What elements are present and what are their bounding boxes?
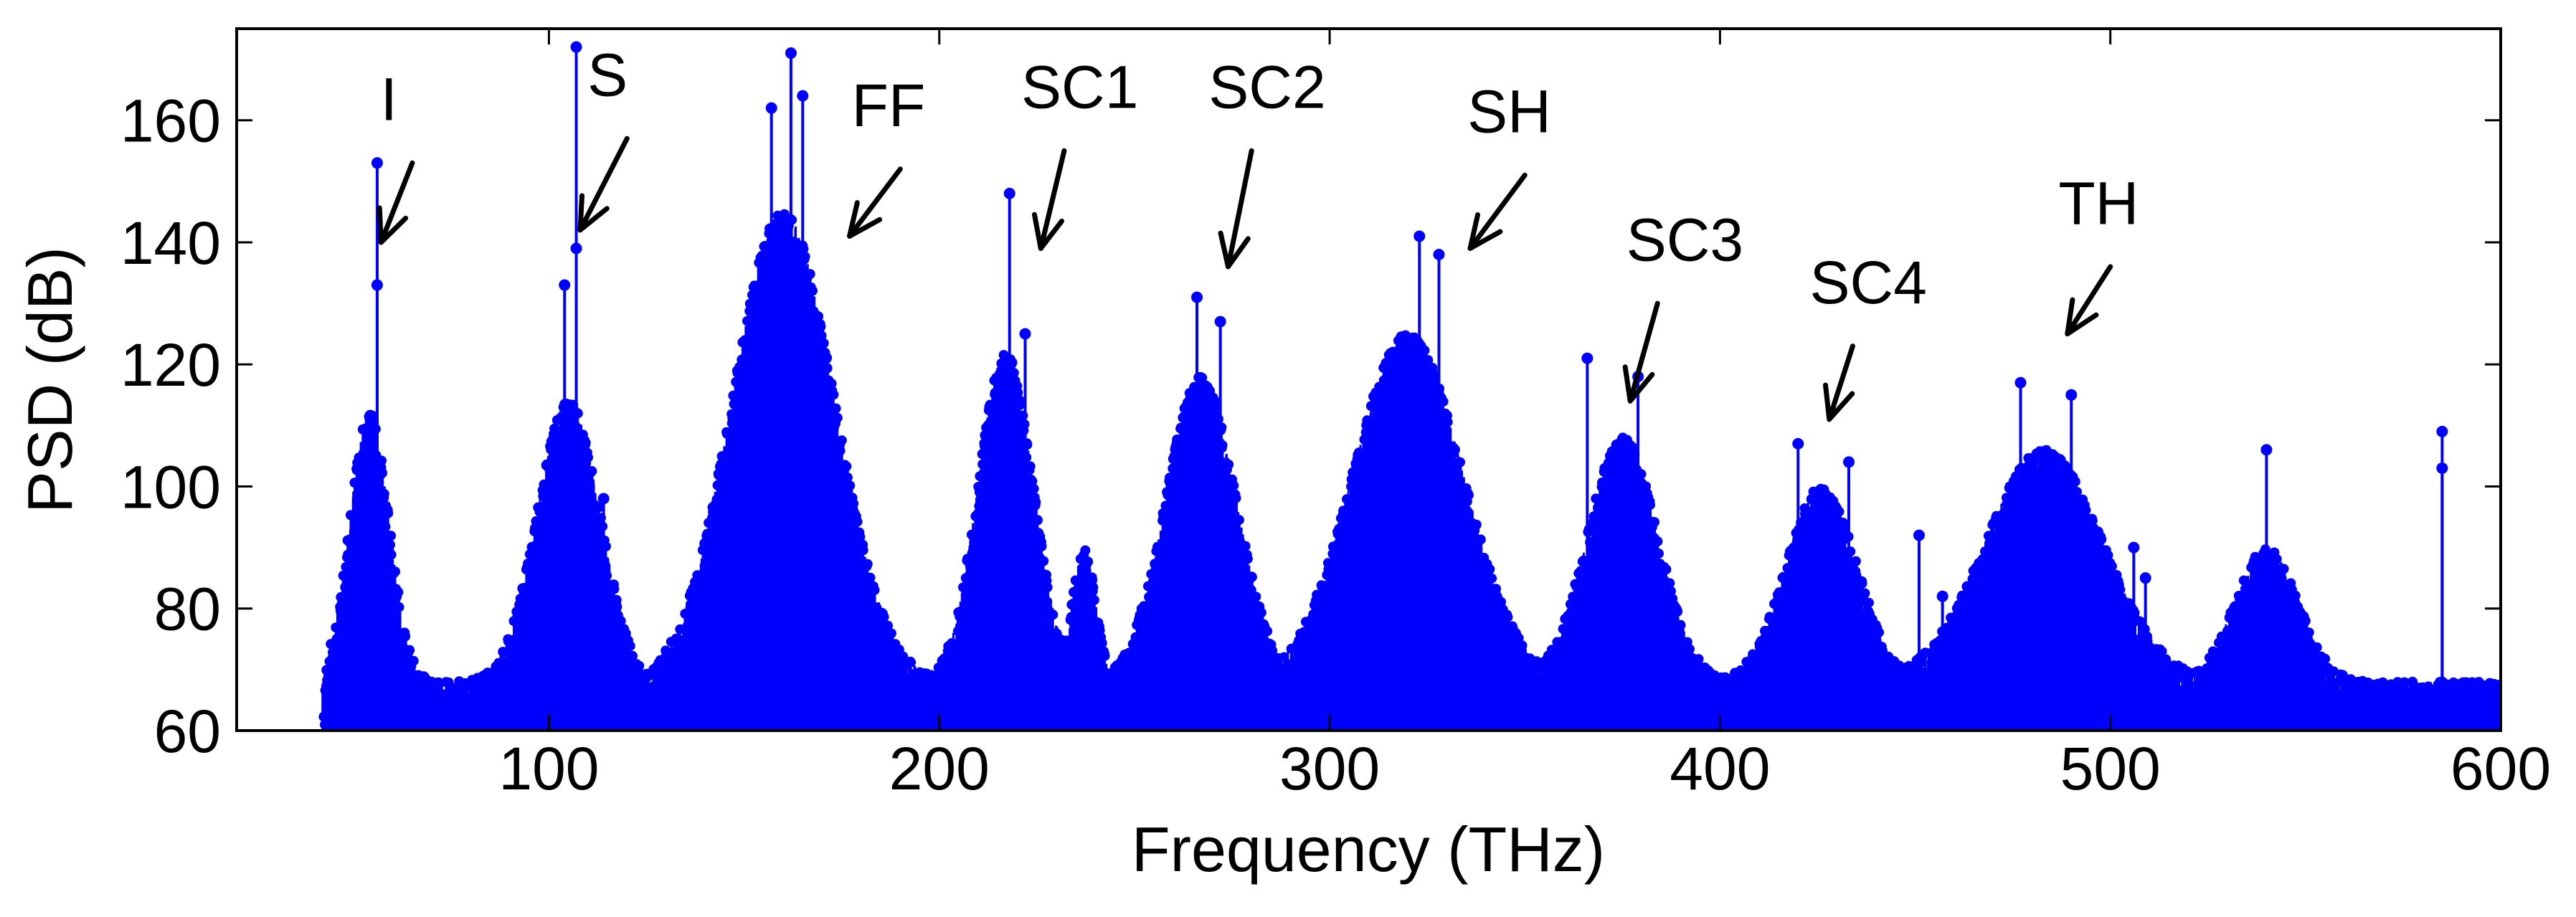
x-tick-label: 300	[1279, 735, 1380, 802]
spectral-spike	[597, 493, 610, 731]
peak-annotation: SC1	[1021, 54, 1138, 251]
arrow-shaft	[1467, 172, 1528, 251]
spectrum-data	[318, 41, 2501, 731]
spectral-spike	[1214, 315, 1226, 731]
spectrum-markers	[318, 209, 2501, 731]
spectral-spike	[2014, 376, 2027, 731]
arrow-head	[1622, 364, 1655, 404]
peak-annotations: I S FF SC1 SC2 SH SC3 SC4 TH	[377, 42, 2139, 422]
arrow-shaft	[2065, 264, 2113, 337]
spectral-spike	[1019, 328, 1031, 731]
peak-annotation: SC3	[1622, 206, 1743, 404]
peak-annotation: SH	[1467, 78, 1551, 251]
spectral-spike	[1003, 187, 1015, 731]
arrow-head	[847, 200, 883, 239]
peak-label: FF	[852, 72, 926, 139]
x-tick-label: 500	[2060, 735, 2161, 802]
arrow-head	[1467, 212, 1503, 251]
spectral-spike	[2128, 541, 2140, 731]
spectral-spike	[1414, 230, 1426, 731]
arrow-shaft	[1226, 148, 1254, 270]
x-axis-title: Frequency (THz)	[1132, 814, 1605, 885]
arrow-head	[1031, 212, 1065, 251]
spectral-spike	[570, 242, 582, 731]
x-tick-label: 200	[889, 735, 990, 802]
spectral-spike	[797, 90, 809, 731]
peak-annotation: I	[377, 66, 415, 245]
arrow-head	[577, 193, 610, 233]
peak-label: SC1	[1021, 54, 1138, 121]
spectral-spike	[2260, 444, 2273, 731]
spectral-spike	[1936, 590, 1948, 731]
spectral-spike	[559, 279, 571, 731]
spectral-spike	[765, 102, 777, 731]
arrow-head	[1218, 230, 1251, 270]
peak-annotation: FF	[847, 72, 926, 239]
spectral-spike	[371, 279, 383, 731]
y-axis-title: PSD (dB)	[14, 247, 85, 513]
peak-annotation: SC2	[1208, 54, 1326, 270]
peak-label: SC2	[1208, 54, 1325, 121]
peak-label: SC3	[1626, 206, 1743, 273]
y-tick-label: 80	[154, 576, 221, 643]
peak-label: I	[381, 66, 397, 133]
x-tick-label: 100	[498, 735, 599, 802]
spectral-spike	[1433, 248, 1445, 731]
spectral-spike	[1191, 291, 1203, 731]
arrow-shaft	[1038, 148, 1067, 251]
arrow-head	[377, 205, 409, 245]
arrow-head	[1822, 382, 1855, 422]
peak-annotation: TH	[2058, 169, 2139, 337]
plot-area-frame	[235, 27, 2502, 732]
y-tick-label: 120	[120, 331, 221, 399]
peak-label: S	[587, 42, 628, 109]
y-tick-label: 60	[154, 698, 221, 765]
arrow-shaft	[847, 166, 903, 239]
y-tick-label: 100	[120, 453, 221, 521]
spectral-spike	[2139, 572, 2151, 731]
arrow-head	[2065, 297, 2099, 337]
spectral-spike	[1792, 437, 1804, 731]
peak-label: SH	[1467, 78, 1551, 146]
peak-label: TH	[2058, 169, 2139, 237]
arrow-shaft	[577, 136, 630, 233]
arrow-shaft	[1827, 343, 1855, 422]
x-tick-label: 600	[2450, 735, 2551, 802]
x-tick-label: 400	[1670, 735, 1770, 802]
y-tick-label: 140	[120, 209, 221, 277]
peak-annotation: SC4	[1810, 249, 1927, 422]
y-tick-label: 160	[120, 87, 221, 155]
axis-ticks: 100 200 300 400 500 600 60 80 100 120 140 160	[120, 29, 2551, 802]
spectral-spike	[1843, 456, 1855, 731]
peak-label: SC4	[1810, 249, 1927, 316]
peak-annotation: S	[577, 42, 630, 233]
arrow-shaft	[1627, 300, 1660, 404]
spectral-spike	[785, 47, 797, 731]
spectral-spike	[2065, 389, 2078, 731]
spectral-spike	[2436, 462, 2448, 731]
spectral-spike	[1913, 529, 1925, 731]
spectral-spike	[1581, 352, 1594, 731]
arrow-shaft	[378, 160, 415, 245]
